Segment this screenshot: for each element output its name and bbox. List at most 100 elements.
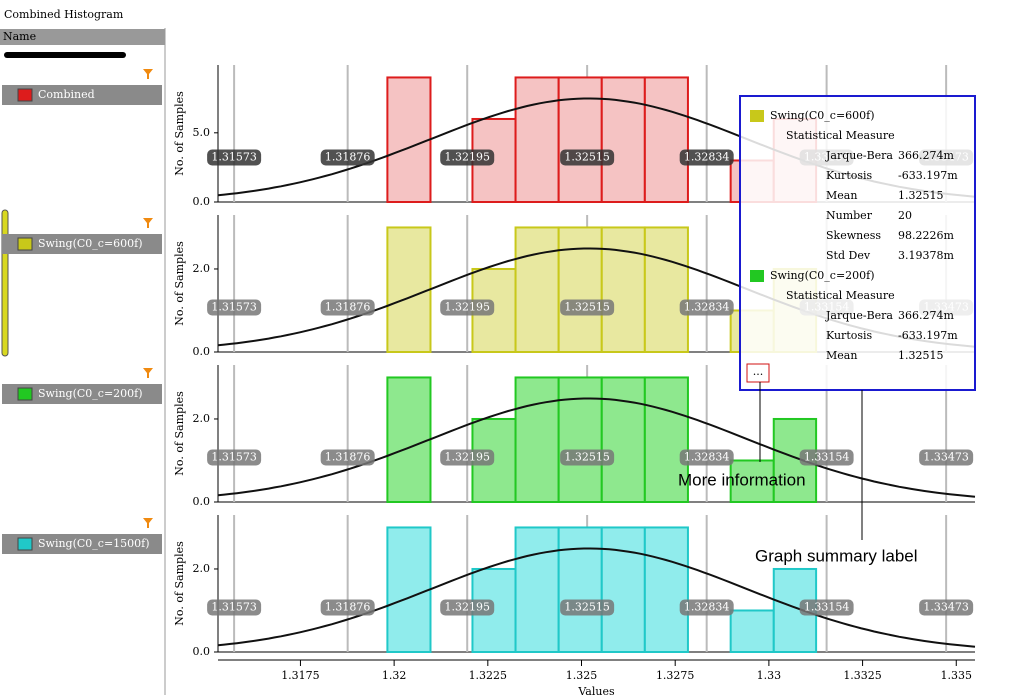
sidebar-item-label: Combined — [38, 88, 95, 101]
color-swatch — [17, 387, 33, 401]
marker-label-bg — [207, 599, 262, 616]
stat-name: Kurtosis — [826, 169, 873, 182]
y-tick-label: 2.0 — [193, 562, 211, 575]
color-swatch — [17, 237, 33, 251]
stat-value: 1.32515 — [898, 349, 944, 362]
marker-label-text: 1.32515 — [564, 451, 610, 464]
histogram-bar — [557, 76, 603, 203]
marker-label: 1.32195 — [440, 449, 495, 466]
histogram-bar — [643, 76, 689, 203]
marker-label-text: 1.33154 — [804, 601, 850, 614]
color-swatch — [17, 537, 33, 551]
x-tick-label: 1.3175 — [281, 669, 320, 682]
marker-label: 1.32515 — [560, 449, 615, 466]
marker-label: 1.32834 — [679, 449, 734, 466]
marker-label: 1.31573 — [207, 599, 262, 616]
histogram-bar — [514, 76, 560, 203]
scroll-indicator — [1, 209, 9, 357]
histogram-bar — [514, 376, 560, 504]
stat-value: 366.274m — [898, 149, 954, 162]
histogram-bar — [386, 226, 432, 353]
histogram-bar — [557, 526, 603, 653]
stat-name: Mean — [826, 189, 857, 202]
sidebar-item[interactable] — [2, 384, 162, 404]
fit-curve — [217, 547, 976, 648]
stat-name: Kurtosis — [826, 329, 873, 342]
marker-label-text: 1.31876 — [325, 451, 371, 464]
marker-label-text: 1.32515 — [564, 601, 610, 614]
more-button-text: ... — [753, 365, 764, 378]
histogram-bar — [557, 226, 603, 353]
marker-label: 1.33154 — [799, 449, 854, 466]
y-tick-label: 2.0 — [193, 262, 211, 275]
sidebar-item-label: Swing(C0_c=200f) — [38, 387, 143, 400]
stat-name: Skewness — [826, 229, 881, 242]
stat-name: Number — [826, 209, 873, 222]
summary-series-name: Swing(C0_c=200f) — [770, 269, 875, 282]
summary-heading: Statistical Measure — [786, 289, 895, 302]
sidebar-item[interactable] — [2, 534, 162, 554]
marker-label-bg — [320, 599, 375, 616]
marker-label-bg — [679, 149, 734, 166]
marker-label-bg — [799, 449, 854, 466]
marker-label: 1.32515 — [560, 599, 615, 616]
annotation: More information — [678, 470, 806, 489]
marker-label-text: 1.32195 — [444, 601, 490, 614]
stat-value: -633.197m — [898, 329, 958, 342]
marker-label-bg — [919, 449, 974, 466]
summary-swatch — [750, 270, 764, 282]
marker-label: 1.33473 — [919, 449, 974, 466]
marker-label-bg — [320, 149, 375, 166]
stat-name: Jarque-Bera — [825, 149, 893, 162]
marker-label-bg — [799, 599, 854, 616]
marker-label-text: 1.31573 — [211, 451, 257, 464]
stat-value: 1.32515 — [898, 189, 944, 202]
filter-icon — [143, 368, 153, 378]
marker-label: 1.32195 — [440, 599, 495, 616]
histogram-bar — [557, 376, 603, 504]
marker-label-text: 1.32834 — [684, 151, 730, 164]
x-tick-label: 1.325 — [566, 669, 598, 682]
stat-name: Std Dev — [826, 249, 871, 262]
redacted-bar — [4, 52, 126, 58]
sidebar — [0, 0, 165, 695]
filter-icon — [143, 518, 153, 528]
sidebar-item-label: Swing(C0_c=1500f) — [38, 537, 150, 550]
marker-label-text: 1.32515 — [564, 151, 610, 164]
x-tick-label: 1.32 — [382, 669, 407, 682]
sidebar-item[interactable] — [2, 234, 162, 254]
y-tick-label: 0.0 — [193, 195, 211, 208]
marker-label-bg — [440, 299, 495, 316]
x-axis-label: Values — [577, 685, 615, 695]
marker-label: 1.33154 — [799, 599, 854, 616]
marker-label-text: 1.32195 — [444, 451, 490, 464]
more-button[interactable] — [746, 363, 770, 383]
marker-label: 1.32834 — [679, 299, 734, 316]
marker-label-bg — [679, 299, 734, 316]
sidebar-item[interactable] — [2, 85, 162, 105]
marker-label-bg — [560, 149, 615, 166]
marker-label: 1.32515 — [560, 299, 615, 316]
marker-label-bg — [679, 599, 734, 616]
marker-label-text: 1.31573 — [211, 601, 257, 614]
stat-value: 98.2226m — [898, 229, 954, 242]
y-tick-label: 5.0 — [193, 126, 211, 139]
marker-label: 1.32834 — [679, 149, 734, 166]
marker-label-bg — [207, 299, 262, 316]
marker-label-text: 1.33154 — [804, 451, 850, 464]
filter-icon — [143, 69, 153, 79]
marker-label-bg — [560, 299, 615, 316]
marker-label-bg — [440, 599, 495, 616]
y-tick-label: 0.0 — [193, 345, 211, 358]
summary-swatch — [750, 110, 764, 122]
histogram-bar — [600, 226, 646, 353]
marker-label: 1.31573 — [207, 299, 262, 316]
marker-label: 1.31573 — [207, 149, 262, 166]
histogram-bar — [729, 609, 775, 654]
marker-label-bg — [560, 599, 615, 616]
marker-label-bg — [440, 149, 495, 166]
window-title: Combined Histogram — [4, 8, 124, 21]
histogram-bar — [600, 76, 646, 203]
fit-curve — [217, 397, 976, 498]
